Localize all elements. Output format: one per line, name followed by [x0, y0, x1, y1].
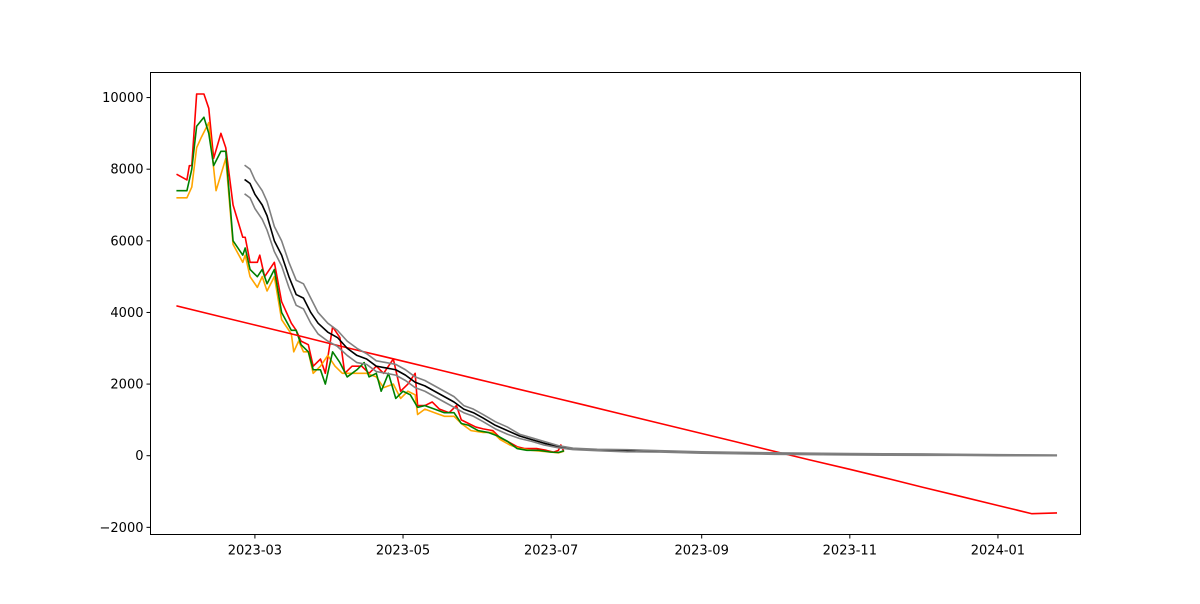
x-axis: 2023-03 2023-05 2023-07 2023-09 2023-11 2024-…	[228, 534, 1025, 559]
series-line-4	[176, 305, 1058, 515]
series-line-2	[176, 121, 565, 454]
plot-frame	[150, 72, 1081, 535]
y-tick-label: 6000	[110, 234, 143, 249]
x-tick-label: 2023-11	[823, 544, 877, 559]
y-tick-label: −2000	[100, 521, 144, 536]
y-tick-label: 4000	[110, 306, 143, 321]
x-tick-label: 2023-09	[675, 544, 729, 559]
x-tick-label: 2024-01	[971, 544, 1025, 559]
series-layer	[176, 93, 1058, 515]
x-tick-label: 2023-05	[376, 544, 430, 559]
y-tick-label: 2000	[110, 378, 143, 393]
y-tick-label: 10000	[102, 91, 143, 106]
series-line-6	[244, 164, 1058, 456]
y-tick-label: 8000	[110, 163, 143, 178]
y-tick-label: 0	[135, 449, 143, 464]
series-line-1	[176, 93, 565, 453]
x-tick-label: 2023-07	[524, 544, 578, 559]
x-tick-label: 2023-03	[228, 544, 282, 559]
series-line-7	[244, 193, 1058, 457]
y-axis: −2000 0 2000 4000 6000 8000 10000	[100, 91, 151, 536]
series-line-3	[176, 116, 565, 454]
